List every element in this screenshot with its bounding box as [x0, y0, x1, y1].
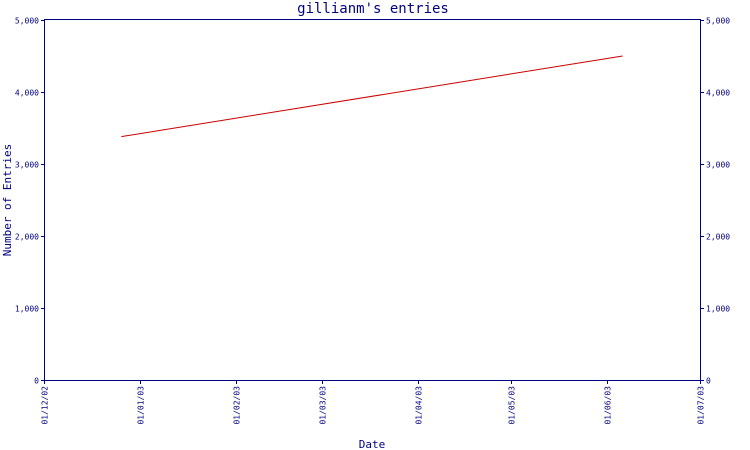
x-tick-label: 01/01/03 — [137, 386, 146, 425]
y-tick-label-right: 5,000 — [706, 17, 730, 26]
x-tick-label: 01/12/02 — [41, 386, 50, 425]
y-tick-label-right: 1,000 — [706, 305, 730, 314]
y-tick-label-left: 5,000 — [15, 17, 39, 26]
y-tick-label-left: 3,000 — [15, 161, 39, 170]
x-tick-label: 01/03/03 — [319, 386, 328, 425]
y-tick-label-right: 2,000 — [706, 233, 730, 242]
x-tick-label: 01/06/03 — [604, 386, 613, 425]
y-tick-label-left: 4,000 — [15, 89, 39, 98]
series-layer — [121, 55, 623, 138]
entries-series-line — [121, 55, 623, 138]
y-axis-left: 0 1,000 2,000 3,000 4,000 5,000 — [15, 17, 45, 386]
y-tick-label-right: 3,000 — [706, 161, 730, 170]
y-axis-right: 0 1,000 2,000 3,000 4,000 5,000 — [700, 17, 730, 386]
x-axis-label: Date — [359, 438, 386, 450]
y-tick-label-left: 0 — [34, 377, 39, 386]
x-tick-label: 01/07/03 — [697, 386, 706, 425]
y-tick-label-right: 0 — [706, 377, 711, 386]
x-axis: 01/12/02 01/01/03 01/02/03 01/03/03 01/04/03… — [41, 380, 706, 425]
x-tick-label: 01/02/03 — [233, 386, 242, 425]
chart-title: gillianm's entries — [297, 1, 449, 17]
x-tick-label: 01/04/03 — [415, 386, 424, 425]
x-tick-label: 01/05/03 — [508, 386, 517, 425]
y-axis-label: Number of Entries — [1, 144, 14, 257]
y-tick-label-left: 2,000 — [15, 233, 39, 242]
y-tick-label-right: 4,000 — [706, 89, 730, 98]
y-tick-label-left: 1,000 — [15, 305, 39, 314]
plot-frame — [44, 19, 701, 381]
